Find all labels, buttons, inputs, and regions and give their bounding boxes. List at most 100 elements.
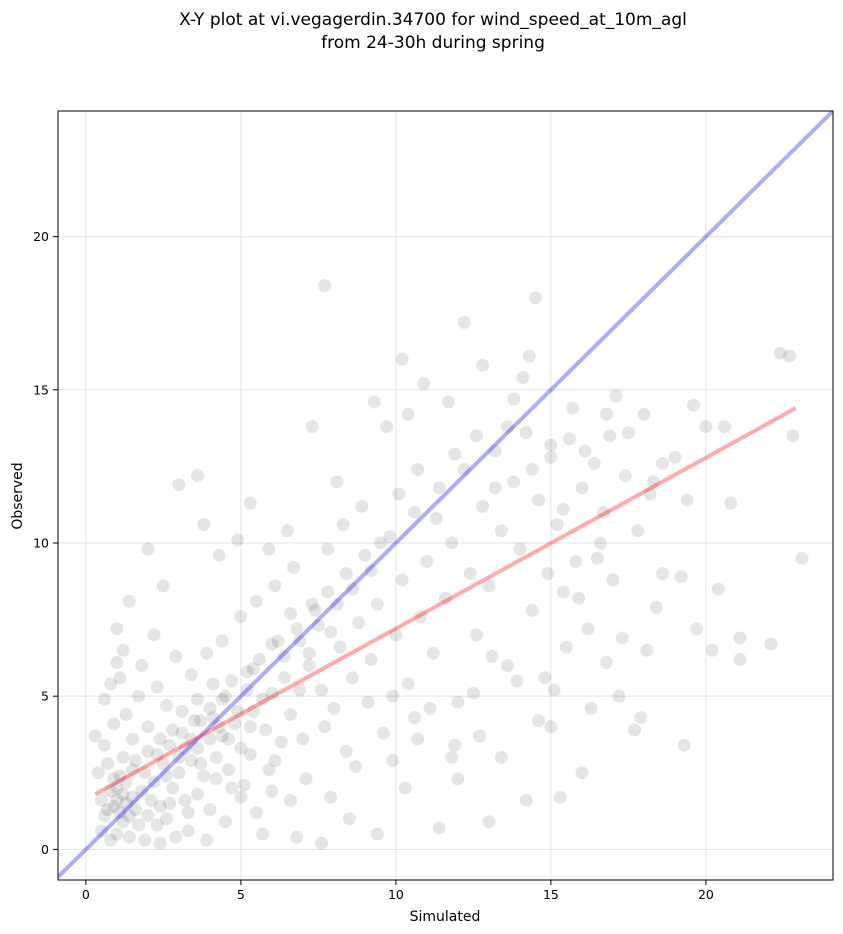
y-tick-label: 20 [33,229,49,244]
scatter-point [733,631,747,645]
scatter-point [256,692,270,706]
scatter-point [284,606,297,620]
scatter-point [488,444,502,458]
scatter-point [395,573,409,587]
scatter-point [389,628,403,642]
scatter-point [153,799,167,813]
scatter-point [144,793,158,807]
scatter-point [439,591,452,605]
scatter-point [172,766,186,780]
scatter-point [125,790,139,804]
scatter-point [699,420,713,434]
scatter-point [299,772,313,786]
scatter-point [429,511,443,525]
scatter-point [243,720,257,734]
scatter-point [420,554,434,568]
scatter-point [125,732,139,746]
regression-line [94,406,797,796]
scatter-point [321,585,335,599]
scatter-point [113,671,127,685]
scatter-point [104,677,118,691]
scatter-point [718,420,731,434]
scatter-point [342,812,356,826]
scatter-point [547,683,561,697]
scatter-point [119,796,133,810]
scatter-point [290,830,304,844]
scatter-point [280,524,294,538]
scatter-point [668,450,682,464]
scatter-point [212,720,226,734]
scatter-point [463,567,477,581]
scatter-point [507,392,521,406]
scatter-point [203,701,217,715]
scatter-point [367,395,381,409]
scatter-point [284,793,297,807]
scatter-point [656,456,669,470]
scatter-point [305,597,319,611]
scatter-point [687,398,700,412]
scatter-point [321,542,335,556]
scatter-point [175,726,189,740]
scatter-point [764,637,778,651]
x-tick-label: 5 [237,887,245,902]
scatter-point [119,775,133,789]
scatter-point [246,704,260,718]
scatter-point [277,671,291,685]
scatter-point [150,818,164,832]
scatter-point [628,723,642,737]
scatter-point [525,603,539,617]
scatter-point [451,772,465,786]
scatter-point [116,643,130,657]
scatter-point [249,594,263,608]
scatter-point [293,683,307,697]
scatter-point [432,481,446,495]
scatter-point [470,429,483,443]
scatter-point [110,793,124,807]
scatter-point [132,818,146,832]
scatter-point [200,646,214,660]
scatter-point [482,815,496,829]
scatter-point [172,478,186,492]
scatter-point [243,496,257,510]
y-tick-label: 15 [33,382,49,397]
scatter-point [209,750,223,764]
scatter-point [597,505,611,519]
scatter-point [107,799,121,813]
scatter-point [339,744,353,758]
scatter-point [680,493,694,507]
scatter-point [569,554,583,568]
scatter-point [590,551,604,565]
scatter-point [147,775,161,789]
scatter-point [305,420,319,434]
scatter-point [194,757,208,771]
scatter-point [724,496,738,510]
scatter-point [160,769,173,783]
scatter-point [584,701,598,715]
x-tick-label: 0 [82,887,90,902]
x-axis-label: Simulated [410,909,481,925]
scatter-point [507,475,521,489]
scatter-point [563,432,576,446]
scatter-point [191,692,204,706]
scatter-point [783,349,797,363]
scatter-point [237,778,251,792]
scatter-point [222,732,235,746]
scatter-point [426,646,440,660]
scatter-point [786,429,800,443]
scatter-point [265,686,279,700]
plot-frame [57,110,834,881]
scatter-point [113,806,127,820]
scatter-point [373,536,387,550]
scatter-point [370,827,384,841]
scatter-point [107,717,121,731]
scatter-point [231,533,245,547]
scatter-point [197,769,211,783]
scatter-point [225,674,239,688]
scatter-point [116,750,130,764]
scatter-point [94,824,108,838]
scatter-point [225,781,239,795]
scatter-point [240,665,254,679]
scatter-point [339,567,353,581]
scatter-point [690,622,704,636]
